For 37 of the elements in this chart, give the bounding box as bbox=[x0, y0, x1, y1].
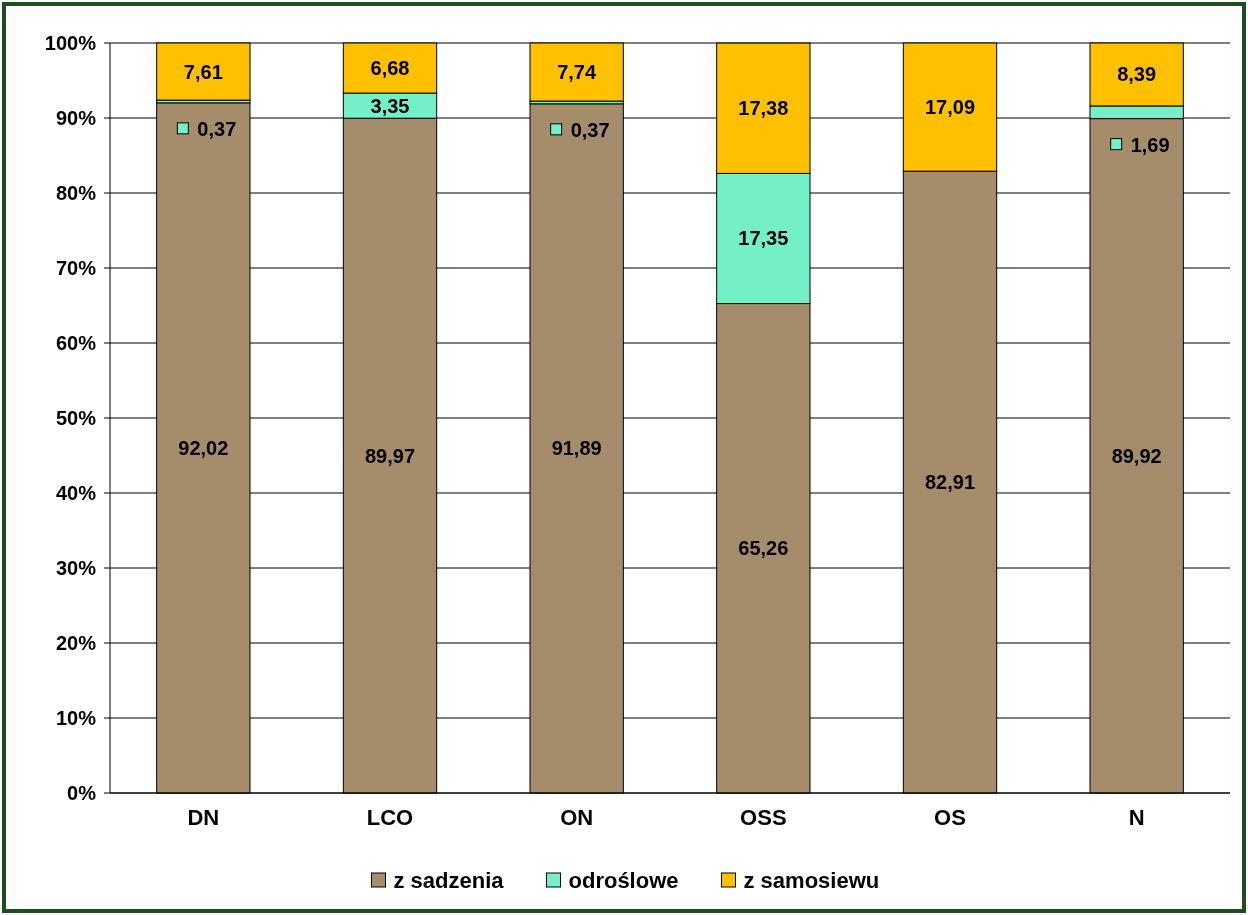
x-tick-label: N bbox=[1128, 805, 1145, 830]
y-tick-label: 0% bbox=[67, 782, 97, 804]
x-tick-label: OS bbox=[934, 805, 966, 830]
y-tick-label: 30% bbox=[55, 557, 97, 579]
data-label: 0,37 bbox=[197, 117, 237, 140]
data-label: 17,38 bbox=[738, 97, 789, 120]
x-tick-label: LCO bbox=[366, 805, 414, 830]
data-label: 7,61 bbox=[183, 60, 223, 83]
x-tick-label: ON bbox=[560, 805, 594, 830]
x-tick-label: OSS bbox=[740, 805, 787, 830]
data-label: 7,74 bbox=[557, 61, 597, 84]
legend-label: odroślowe bbox=[568, 867, 679, 893]
data-label: 17,35 bbox=[738, 227, 789, 250]
data-label: 6,68 bbox=[370, 57, 410, 80]
data-label: 17,09 bbox=[924, 96, 976, 119]
data-label: 89,92 bbox=[1111, 444, 1162, 467]
y-tick-label: 50% bbox=[55, 407, 97, 429]
x-tick-label: DN bbox=[187, 805, 220, 830]
data-label: 8,39 bbox=[1117, 63, 1157, 86]
legend-label: z sadzenia bbox=[393, 867, 505, 893]
data-label: 92,02 bbox=[178, 436, 229, 459]
y-tick-label: 70% bbox=[55, 257, 97, 279]
y-tick-label: 10% bbox=[55, 707, 97, 729]
y-tick-label: 100% bbox=[44, 32, 97, 54]
y-tick-label: 40% bbox=[55, 482, 97, 504]
data-label: 89,97 bbox=[364, 444, 416, 467]
legend-label: z samosiewu bbox=[743, 867, 880, 893]
data-label: 65,26 bbox=[738, 537, 789, 560]
data-label: 1,69 bbox=[1130, 133, 1170, 156]
data-label: 82,91 bbox=[924, 471, 976, 494]
y-tick-label: 20% bbox=[55, 632, 97, 654]
y-tick-label: 90% bbox=[55, 107, 97, 129]
data-label: 0,37 bbox=[570, 118, 610, 141]
data-label: 3,35 bbox=[370, 94, 410, 117]
data-label: 91,89 bbox=[551, 437, 602, 460]
y-tick-label: 60% bbox=[55, 332, 97, 354]
y-tick-label: 80% bbox=[55, 182, 97, 204]
